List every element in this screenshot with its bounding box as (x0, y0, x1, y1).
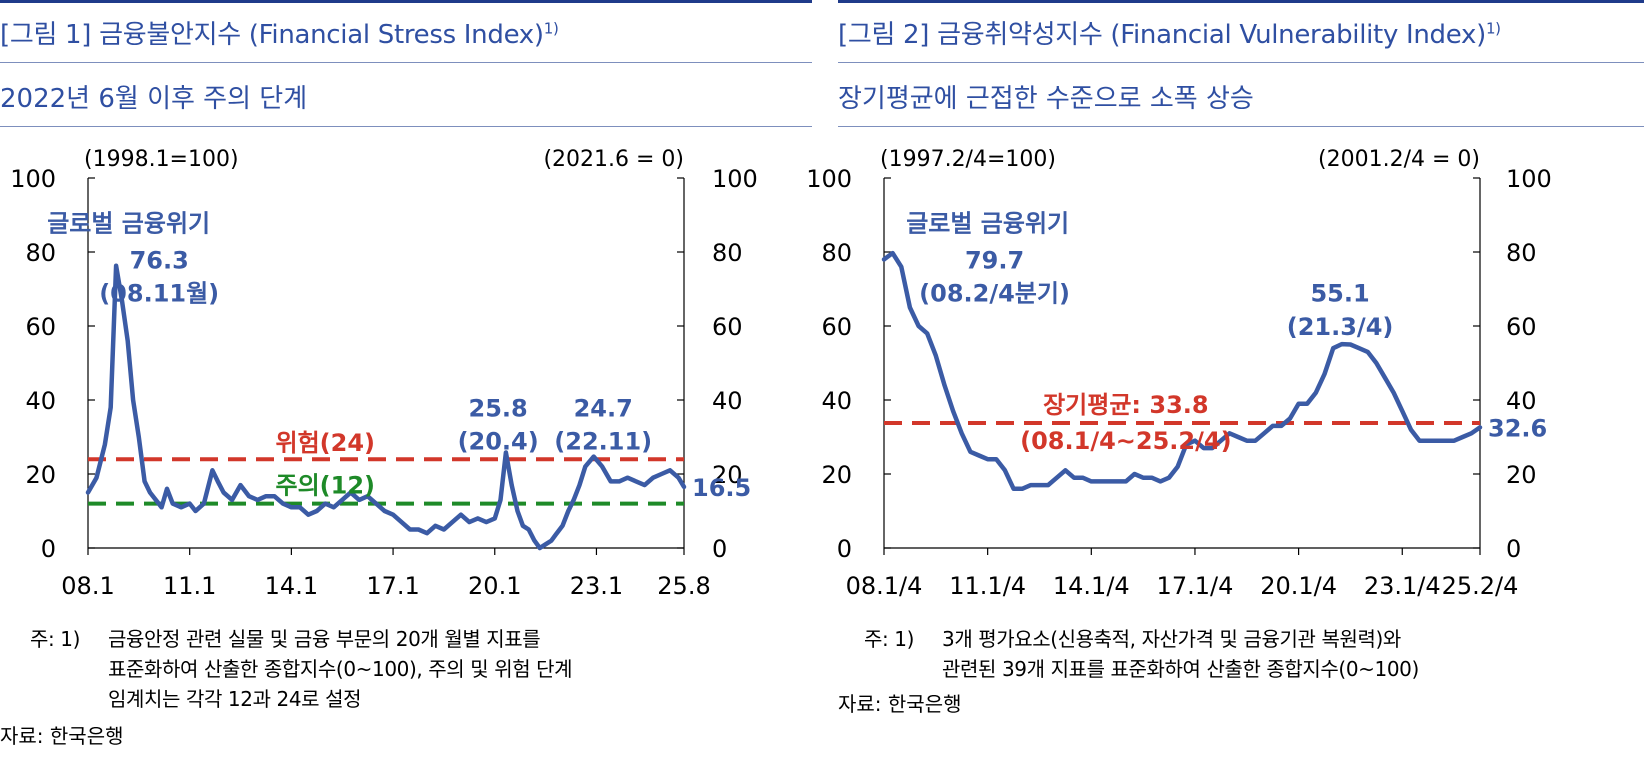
right-y-tick-label: 40 (1506, 387, 1537, 415)
left-y-tick-label: 40 (25, 387, 56, 415)
left-y-tick-label: 0 (41, 535, 56, 563)
x-tick-label: 08.1/4 (846, 572, 923, 600)
long-run-average-label: 장기평균: 33.8 (1043, 391, 1209, 419)
caution-threshold-label: 주의(12) (276, 472, 376, 500)
subtitle-divider (0, 126, 812, 127)
source-note: 자료: 한국은행 (838, 692, 962, 716)
left-axis-unit: (1997.2/4=100) (880, 147, 1056, 172)
danger-threshold-label: 위험(24) (276, 429, 376, 457)
peak-annotation: 76.3 (130, 246, 189, 274)
left-y-tick-label: 20 (821, 461, 852, 489)
latest-value-label: 16.5 (692, 474, 751, 502)
footnote-prefix: 주: 1) (30, 627, 81, 651)
right-y-tick-label: 0 (712, 535, 727, 563)
peak-annotation: (21.3/4) (1287, 313, 1394, 341)
peak-annotation: 24.7 (574, 394, 633, 422)
footnote-line: 표준화하여 산출한 종합지수(0~100), 주의 및 위험 단계 (108, 657, 573, 681)
title-footnote-mark: 1) (543, 19, 559, 38)
title-footnote-mark: 1) (1485, 19, 1501, 38)
title-divider (838, 62, 1644, 63)
left-y-tick-label: 80 (25, 239, 56, 267)
peak-annotation: 글로벌 금융위기 (906, 209, 1069, 237)
footnote-line: 3개 평가요소(신용축적, 자산가격 및 금융기관 복원력)와 (942, 627, 1401, 651)
figure-subtitle: 장기평균에 근접한 수준으로 소폭 상승 (838, 84, 1254, 114)
index-series-line (881, 250, 1483, 492)
footnote: 주: 1) (864, 624, 914, 654)
left-y-tick-label: 60 (821, 313, 852, 341)
x-tick-label: 14.1 (265, 572, 318, 600)
x-tick-label: 14.1/4 (1053, 572, 1130, 600)
peak-annotation: (22.11) (554, 428, 652, 456)
fvi-line-chart: 0 0 20 20 40 40 60 60 80 80 100 100 08.1/4 11.1/4 14.1… (806, 147, 1552, 600)
figure-title-text: [그림 1] 금융불안지수 (Financial Stress Index) (0, 20, 544, 50)
right-y-tick-label: 20 (1506, 461, 1537, 489)
x-tick-label: 23.1/4 (1364, 572, 1441, 600)
x-tick-label: 20.1/4 (1260, 572, 1337, 600)
left-y-tick-label: 100 (10, 165, 56, 193)
x-tick-label: 23.1 (570, 572, 623, 600)
peak-annotation: (08.2/4분기) (919, 280, 1070, 308)
right-y-tick-label: 100 (712, 165, 758, 193)
peak-annotation: 79.7 (965, 246, 1024, 274)
footnote-line: 임계치는 각각 12과 24로 설정 (108, 687, 362, 711)
x-tick-label: 17.1/4 (1157, 572, 1234, 600)
right-axis-unit: (2021.6 = 0) (543, 147, 684, 172)
x-tick-label: 08.1 (61, 572, 114, 600)
left-y-tick-label: 0 (837, 535, 852, 563)
figure-title-text: [그림 2] 금융취약성지수 (Financial Vulnerability … (838, 20, 1486, 50)
index-series-line (85, 263, 687, 551)
right-y-tick-label: 80 (712, 239, 743, 267)
right-y-tick-label: 60 (1506, 313, 1537, 341)
left-axis-unit: (1998.1=100) (84, 147, 239, 172)
panel-top-rule (0, 0, 812, 3)
footnote-prefix: 주: 1) (864, 627, 915, 651)
x-tick-label: 17.1 (366, 572, 419, 600)
x-tick-label: 25.8 (657, 572, 710, 600)
right-y-tick-label: 40 (712, 387, 743, 415)
left-y-tick-label: 80 (821, 239, 852, 267)
x-tick-label: 20.1 (468, 572, 521, 600)
latest-value-label: 32.6 (1488, 414, 1547, 442)
right-y-tick-label: 60 (712, 313, 743, 341)
fsi-line-chart: 0 0 20 20 40 40 60 60 80 80 100 100 08.1 11.1 14.1 17.1… (10, 147, 758, 600)
footnote-body: 3개 평가요소(신용축적, 자산가격 및 금융기관 복원력)와 관련된 39개 … (942, 624, 1419, 684)
footnote-line: 관련된 39개 지표를 표준화하여 산출한 종합지수(0~100) (942, 657, 1419, 681)
right-y-tick-label: 20 (712, 461, 743, 489)
average-period-label: (08.1/4~25.2/4) (1020, 427, 1231, 455)
x-tick-label: 11.1 (163, 572, 216, 600)
peak-annotation: 55.1 (1310, 280, 1369, 308)
peak-annotation: 25.8 (469, 394, 528, 422)
left-y-tick-label: 100 (806, 165, 852, 193)
right-y-tick-label: 80 (1506, 239, 1537, 267)
fsi-panel: [그림 1] 금융불안지수 (Financial Stress Index)1)… (0, 0, 812, 783)
x-tick-label: 25.2/4 (1442, 572, 1519, 600)
figure-title: [그림 2] 금융취약성지수 (Financial Vulnerability … (838, 14, 1501, 51)
subtitle-divider (838, 126, 1644, 127)
x-tick-label: 11.1/4 (949, 572, 1026, 600)
footnote-line: 금융안정 관련 실물 및 금융 부문의 20개 월별 지표를 (108, 627, 541, 651)
left-y-tick-label: 60 (25, 313, 56, 341)
peak-annotation: (08.11월) (99, 280, 219, 308)
right-axis-unit: (2001.2/4 = 0) (1318, 147, 1480, 172)
left-y-tick-label: 40 (821, 387, 852, 415)
peak-annotation: (20.4) (458, 428, 539, 456)
peak-annotation: 글로벌 금융위기 (47, 209, 210, 237)
footnote: 주: 1) (30, 624, 80, 654)
figure-title: [그림 1] 금융불안지수 (Financial Stress Index)1) (0, 14, 559, 51)
footnote-body: 금융안정 관련 실물 및 금융 부문의 20개 월별 지표를 표준화하여 산출한… (108, 624, 573, 714)
fvi-panel: [그림 2] 금융취약성지수 (Financial Vulnerability … (806, 0, 1644, 783)
right-y-tick-label: 100 (1506, 165, 1552, 193)
left-y-tick-label: 20 (25, 461, 56, 489)
title-divider (0, 62, 812, 63)
right-y-tick-label: 0 (1506, 535, 1521, 563)
panel-top-rule (838, 0, 1644, 3)
source-note: 자료: 한국은행 (0, 724, 124, 748)
figure-subtitle: 2022년 6월 이후 주의 단계 (0, 84, 308, 114)
